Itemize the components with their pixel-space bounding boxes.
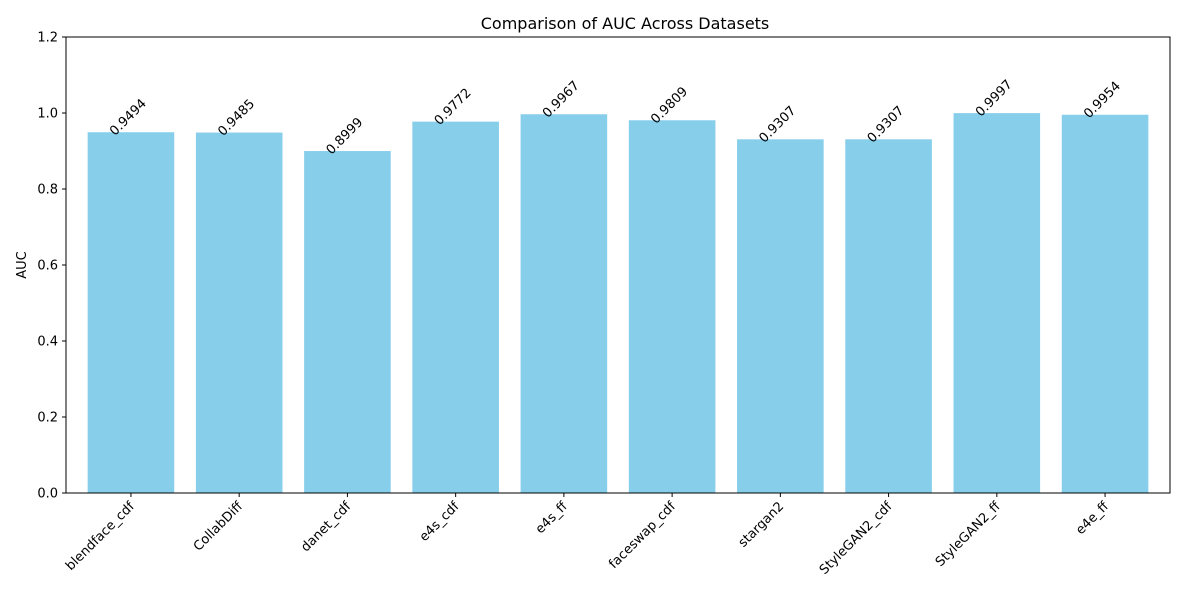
x-tick-label: blendface_cdf: [63, 499, 138, 574]
bar: [845, 139, 932, 494]
y-tick-label: 1.0: [37, 107, 58, 122]
x-tick-label: StyleGAN2_cdf: [817, 499, 896, 578]
x-tick-label: faceswap_cdf: [606, 499, 679, 572]
bars-group: [87, 113, 1149, 494]
x-tick-label: e4s_cdf: [417, 499, 463, 545]
y-tick-label: 0.0: [37, 487, 58, 502]
x-tick-label: e4s_ff: [533, 498, 572, 537]
x-tick-label: CollabDiff: [191, 498, 247, 554]
chart-title: Comparison of AUC Across Datasets: [481, 14, 770, 33]
y-axis: 0.0 0.2 0.4 0.6 0.8 1.0 1.2: [37, 31, 66, 502]
y-axis-label: AUC: [15, 251, 30, 279]
y-tick-label: 0.4: [37, 335, 58, 350]
x-tick-label: e4e_ff: [1073, 498, 1112, 537]
x-tick-label: stargan2: [736, 499, 787, 550]
bar: [304, 151, 391, 493]
bar: [520, 114, 608, 493]
y-tick-label: 0.2: [37, 411, 58, 426]
x-tick-label: danet_cdf: [298, 499, 354, 555]
y-tick-label: 1.2: [37, 31, 58, 46]
y-tick-label: 0.8: [37, 183, 58, 198]
bar: [1061, 114, 1149, 494]
bar: [195, 132, 283, 493]
bar: [953, 113, 1041, 493]
y-tick-label: 0.6: [37, 259, 58, 274]
bar: [737, 139, 824, 494]
bar: [628, 120, 716, 494]
x-tick-label: StyleGAN2_ff: [933, 498, 1004, 569]
x-axis: blendface_cdf CollabDiff danet_cdf e4s_cdf e…: [63, 493, 1113, 578]
plot-frame: [65, 36, 1171, 494]
bar: [87, 132, 175, 493]
bar: [412, 121, 499, 493]
